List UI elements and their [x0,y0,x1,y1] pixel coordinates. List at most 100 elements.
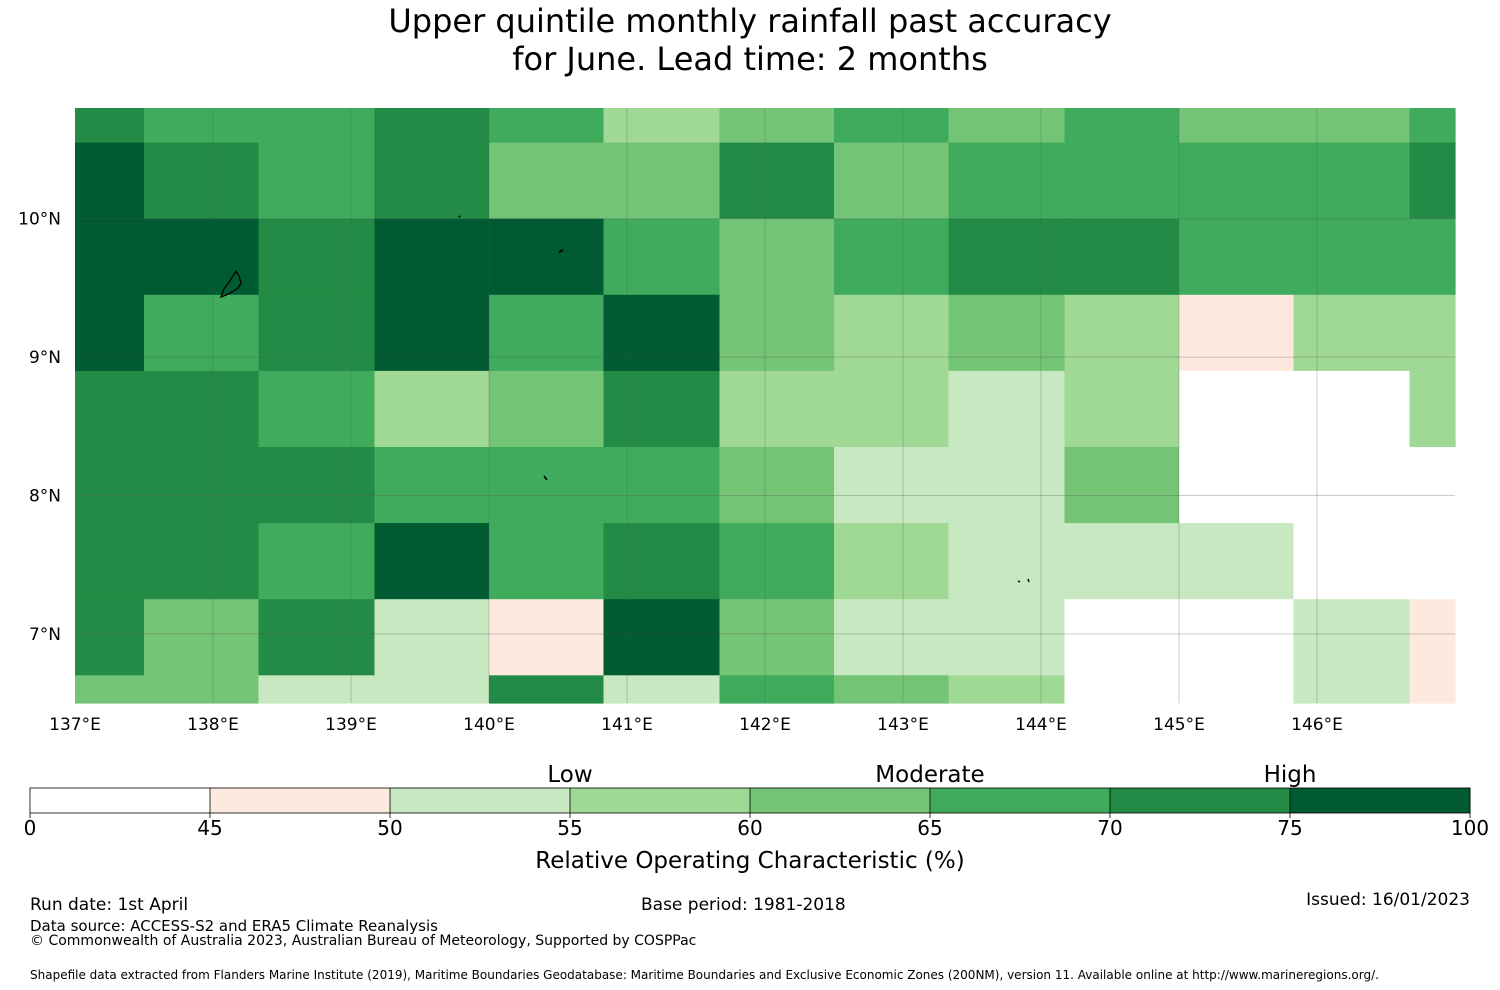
map-grid-cells [75,108,1456,704]
map-cell [258,218,375,296]
map-cell [948,218,1065,296]
map-cell [834,447,950,524]
map-axis-ticks: 137°E 138°E 139°E 140°E 141°E 142°E 143°E 144°E… [18,210,1343,735]
title-line-2: for June. Lead time: 2 months [512,40,988,78]
longitude-tick-label: 137°E [49,715,101,735]
map-cell [719,142,835,220]
map-cell [374,447,490,524]
map-cell [1179,675,1295,704]
map-cell [834,218,950,296]
map-cell [603,218,720,296]
map-cell [719,675,835,704]
island-shape [219,269,242,299]
map-cell [1064,675,1180,704]
map-cell [1179,108,1295,144]
map-gridlines [75,108,1455,703]
island-shape [1017,580,1021,583]
colorbar-tick-label: 100 [1451,816,1489,840]
map-cell [374,108,490,144]
longitude-tick-label: 141°E [601,715,653,735]
map-cell [1409,294,1456,372]
base-period: Base period: 1981-2018 [641,895,846,915]
map-cell [1293,108,1410,144]
map-cell [719,294,835,372]
longitude-tick-label: 144°E [1015,715,1067,735]
map-cell [258,599,375,676]
map-cell [258,108,375,144]
colorbar-segment [210,788,391,813]
map-cell [1064,599,1180,676]
map-cell [719,108,835,144]
map-cell [1409,523,1456,600]
colorbar-segment [930,788,1111,813]
map-cell [1293,675,1410,704]
map-cell [1179,523,1295,600]
colorbar-tick-label: 55 [557,816,582,840]
map-cell [603,108,720,144]
map-cell [75,108,145,144]
map-cell [603,142,720,220]
map-cell [489,294,605,372]
map-cell [719,447,835,524]
map-cell [1064,108,1180,144]
map-cell [489,370,605,448]
longitude-tick-label: 138°E [187,715,239,735]
map-cell [1293,370,1410,448]
map-cell [75,599,145,676]
shapefile-attribution: Shapefile data extracted from Flanders M… [30,968,1379,982]
map-cell [258,142,375,220]
map-cell [1064,447,1180,524]
map-cell [1179,447,1295,524]
colorbar-segment [570,788,751,813]
longitude-tick-label: 145°E [1153,715,1205,735]
map-cell [1179,370,1295,448]
map-cell [75,294,145,372]
longitude-tick-label: 142°E [739,715,791,735]
map-cell [374,218,490,296]
map-cell [75,523,145,600]
map-cell [75,447,145,524]
colorbar-tick-label: 65 [917,816,942,840]
map-cell [144,523,260,600]
island-shape [558,249,564,253]
map-cell [948,294,1065,372]
map-cell [1409,447,1456,524]
map-cell [258,523,375,600]
colorbar-tick-label: 0 [24,816,37,840]
colorbar-segment [1290,788,1471,813]
map-cell [603,447,720,524]
map-cell [144,294,260,372]
map-cell [1064,218,1180,296]
latitude-tick-label: 8°N [29,486,61,506]
colorbar: 0 45 50 55 60 65 70 75 100 Low Moderate High Relativ… [24,762,1489,874]
map-cell [374,675,490,704]
map-cell [258,447,375,524]
map-cell [258,675,375,704]
map-cell [1179,218,1295,296]
map-cell [489,599,605,676]
map-cell [603,523,720,600]
latitude-tick-label: 9°N [29,348,61,368]
data-source: Data source: ACCESS-S2 and ERA5 Climate … [30,917,438,935]
map-cell [719,218,835,296]
colorbar-axis-title: Relative Operating Characteristic (%) [535,848,964,874]
map-cell [948,108,1065,144]
map-cell [1064,294,1180,372]
map-cell [258,370,375,448]
map-cell [144,108,260,144]
map-cell [75,675,145,704]
map-cell [948,523,1065,600]
map-cell [489,675,605,704]
map-cell [374,142,490,220]
run-date: Run date: 1st April [30,895,189,915]
map-cell [374,370,490,448]
title-line-1: Upper quintile monthly rainfall past acc… [388,2,1112,40]
map-cell [603,599,720,676]
map-cell [1409,108,1456,144]
map-cell [834,599,950,676]
map-cell [1293,294,1410,372]
colorbar-tick-label: 75 [1277,816,1302,840]
map-cell [834,108,950,144]
map-cell [948,447,1065,524]
